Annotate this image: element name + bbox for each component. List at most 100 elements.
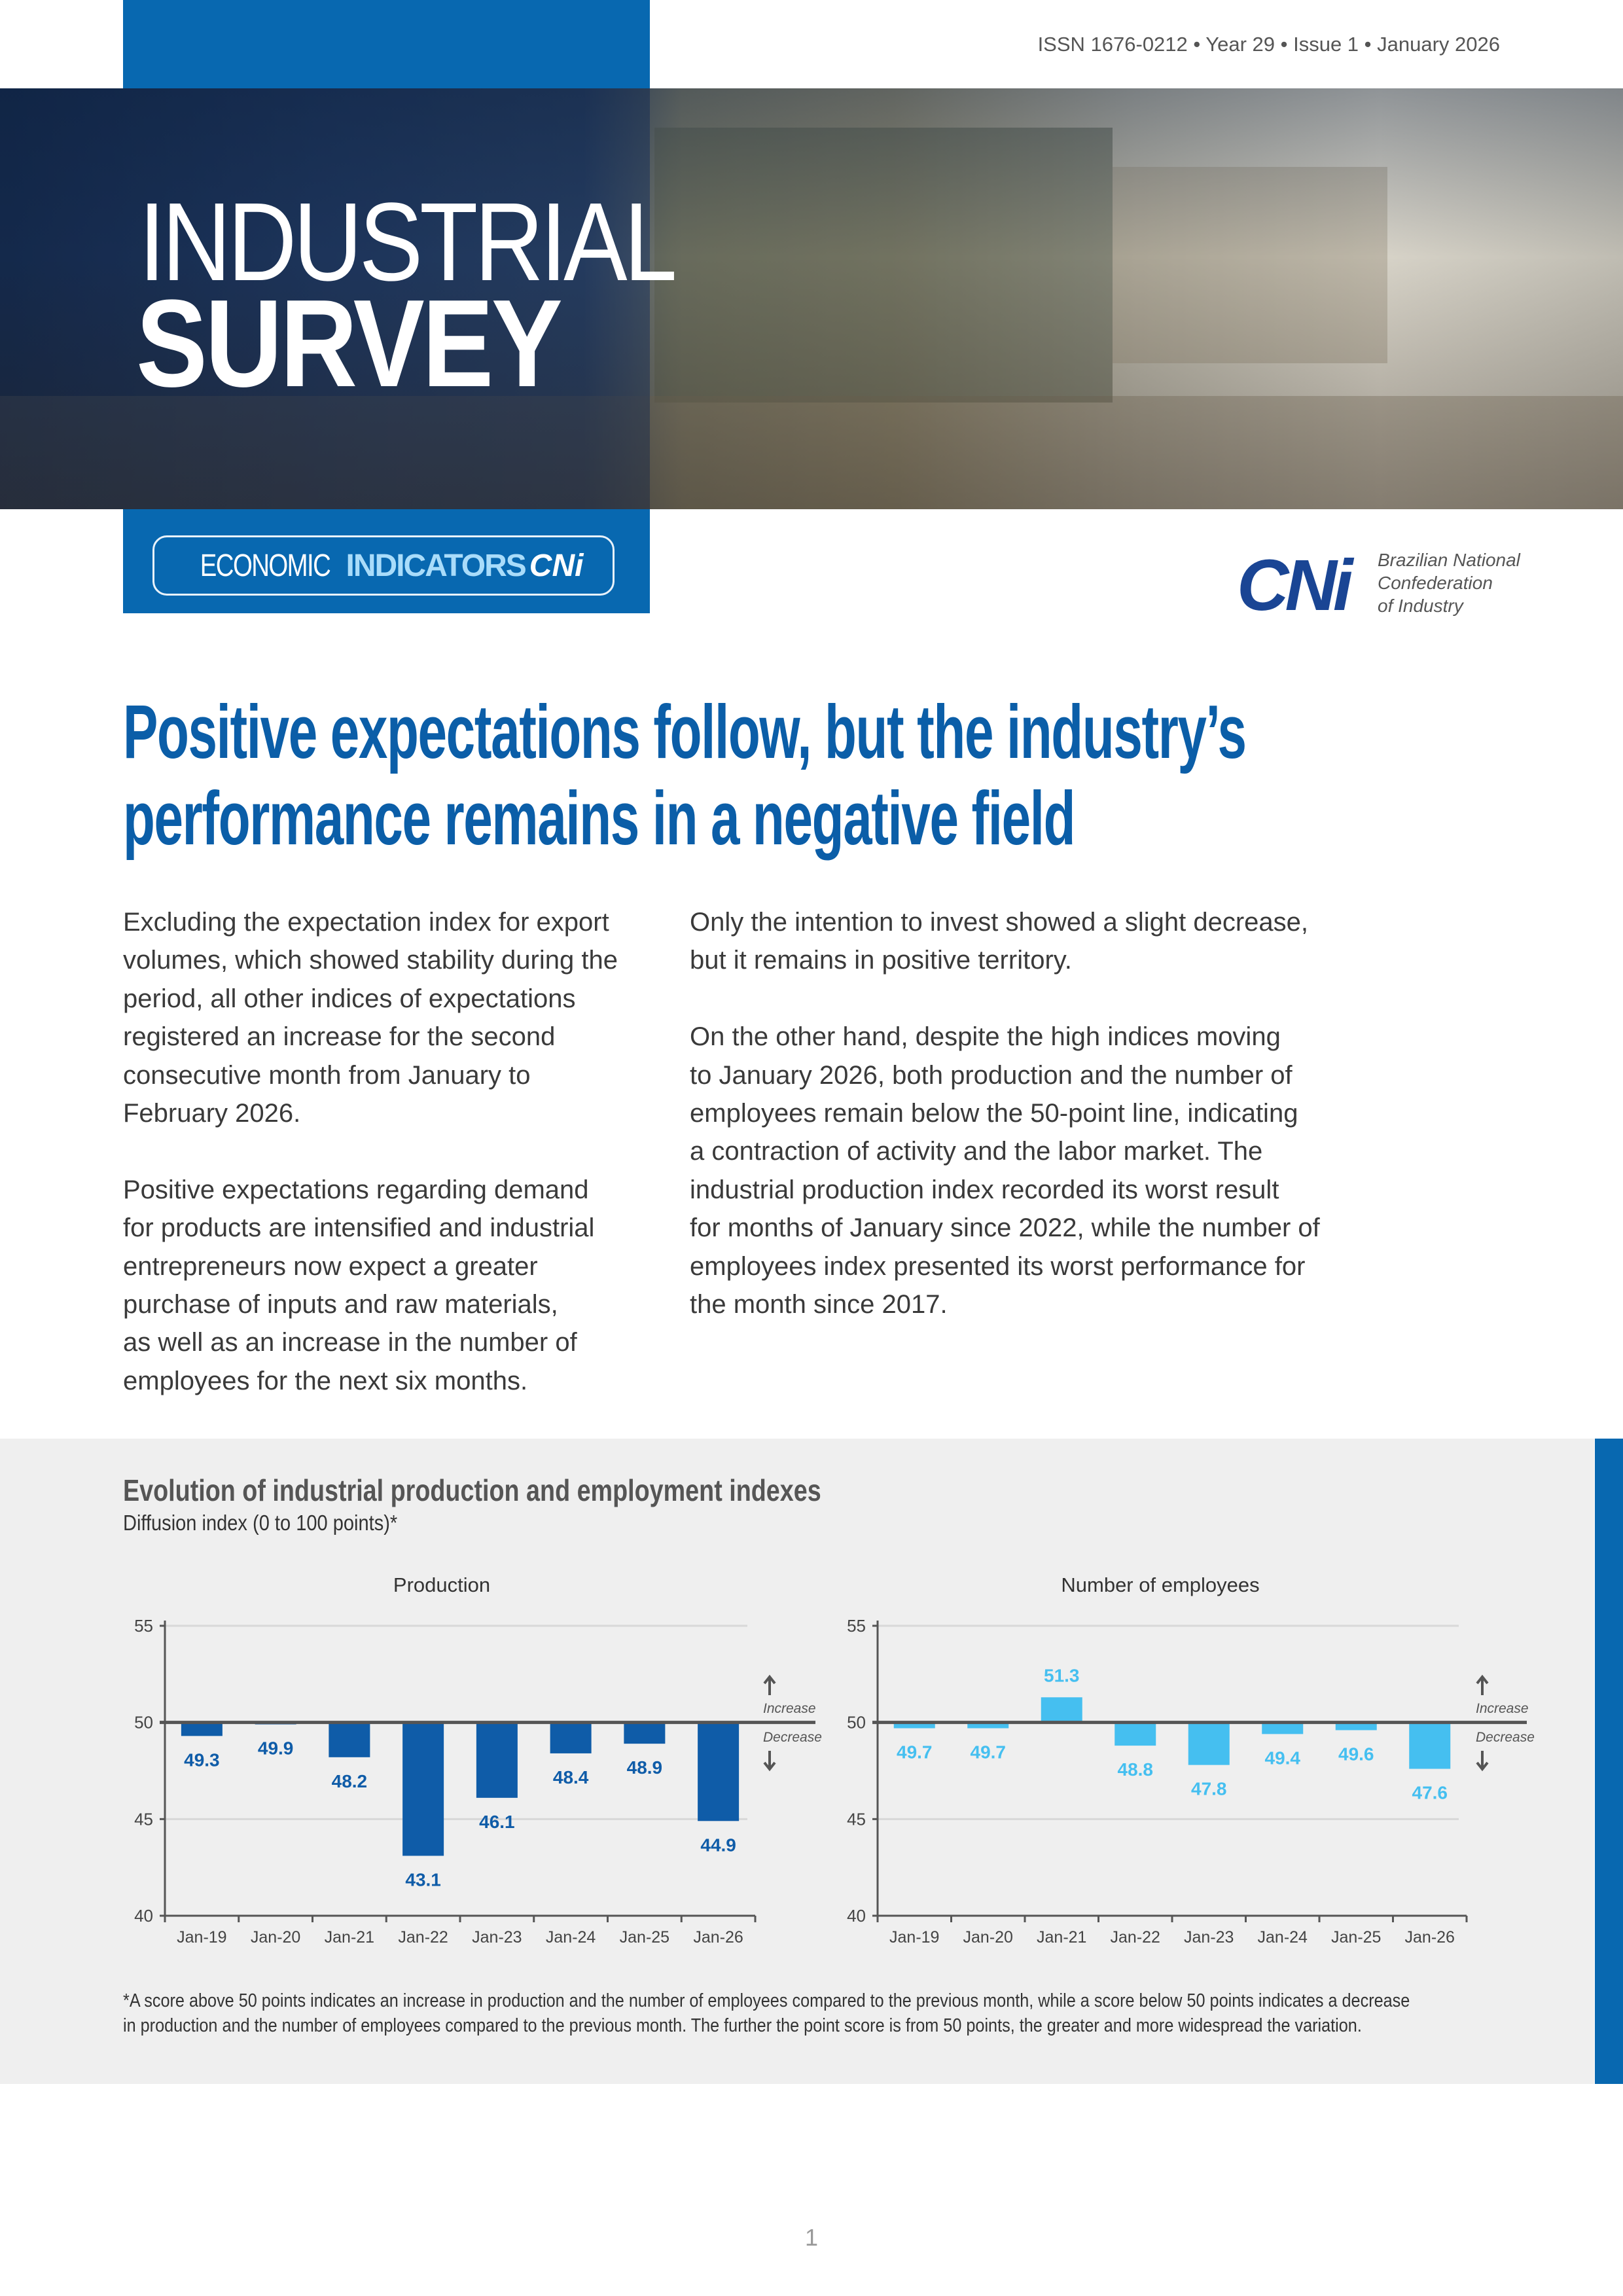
x-tick-label: Jan-19 xyxy=(177,1928,226,1946)
decrease-label: Decrease xyxy=(763,1730,822,1745)
bar xyxy=(893,1722,935,1729)
bar xyxy=(1335,1722,1377,1731)
chart-1: Number of employees 40 45 50 55 49.7 Jan-19 49.… xyxy=(847,1573,1535,1946)
x-tick-label: Jan-25 xyxy=(620,1928,669,1946)
body-column-right: Only the intention to invest showed a sl… xyxy=(690,903,1320,1323)
x-tick-label: Jan-25 xyxy=(1331,1928,1381,1946)
body-text-line: employees remain below the 50-point line… xyxy=(690,1099,1298,1128)
chart-title: Number of employees xyxy=(1061,1573,1259,1596)
data-label: 49.6 xyxy=(1338,1744,1374,1764)
y-tick-label: 55 xyxy=(134,1616,153,1636)
body-text-line: employees for the next six months. xyxy=(123,1366,528,1395)
y-tick-label: 50 xyxy=(134,1713,153,1732)
x-tick-label: Jan-26 xyxy=(1405,1928,1455,1946)
chart-title: Production xyxy=(393,1573,490,1596)
x-tick-label: Jan-24 xyxy=(1258,1928,1308,1946)
x-tick-label: Jan-23 xyxy=(1184,1928,1234,1946)
x-tick-label: Jan-21 xyxy=(325,1928,374,1946)
headline-line: performance remains in a negative field xyxy=(123,776,1076,861)
y-tick-label: 45 xyxy=(134,1809,153,1829)
series-part-economic: ECONOMIC xyxy=(200,548,330,583)
bar xyxy=(550,1722,592,1753)
data-label: 44.9 xyxy=(700,1835,736,1855)
body-text-line: but it remains in positive territory. xyxy=(690,946,1072,975)
page-number: 1 xyxy=(804,2224,819,2251)
increase-arrow-icon xyxy=(1476,1674,1489,1695)
bar xyxy=(1041,1697,1082,1723)
publication-title-line2: SURVEY xyxy=(136,274,563,413)
logo-text-line: Brazilian National xyxy=(1378,550,1520,570)
bar xyxy=(1262,1722,1304,1734)
series-part-indicators: INDICATORS xyxy=(346,548,527,583)
data-label: 49.4 xyxy=(1265,1748,1301,1768)
body-text-line: volumes, which showed stability during t… xyxy=(123,946,618,975)
data-label: 49.3 xyxy=(184,1749,220,1770)
body-text-line: entrepreneurs now expect a greater xyxy=(123,1251,538,1281)
body-column-left: Excluding the expectation index for expo… xyxy=(123,903,618,1400)
data-label: 47.6 xyxy=(1412,1783,1448,1803)
body-text-line: industrial production index recorded its… xyxy=(690,1175,1279,1204)
data-label: 48.8 xyxy=(1118,1759,1154,1780)
body-text-line: On the other hand, despite the high indi… xyxy=(690,1022,1281,1052)
bar xyxy=(698,1722,740,1821)
data-label: 46.1 xyxy=(479,1812,515,1832)
y-tick-label: 40 xyxy=(847,1906,866,1926)
data-label: 47.8 xyxy=(1191,1779,1227,1799)
bar xyxy=(1188,1722,1230,1765)
x-tick-label: Jan-19 xyxy=(889,1928,939,1946)
increase-arrow-icon xyxy=(763,1674,776,1695)
body-text-line: to January 2026, both production and the… xyxy=(690,1060,1293,1090)
footnote: *A score above 50 points indicates an in… xyxy=(123,1988,1602,2038)
chart-section-subtitle: Diffusion index (0 to 100 points)* xyxy=(123,1511,398,1535)
bar xyxy=(402,1722,444,1856)
bar xyxy=(1115,1722,1156,1746)
increase-label: Increase xyxy=(763,1701,816,1716)
footnote-line: in production and the number of employee… xyxy=(123,2015,1362,2036)
body-text-line: for months of January since 2022, while … xyxy=(690,1213,1320,1243)
logo-text-line: Confederation xyxy=(1378,573,1493,593)
body-text-line: a contraction of activity and the labor … xyxy=(690,1137,1263,1166)
x-tick-label: Jan-23 xyxy=(472,1928,522,1946)
decrease-arrow-icon xyxy=(763,1751,776,1772)
x-tick-label: Jan-26 xyxy=(693,1928,743,1946)
headline-line: Positive expectations follow, but the in… xyxy=(123,689,1247,774)
decrease-arrow-icon xyxy=(1476,1751,1489,1772)
body-text-line: Excluding the expectation index for expo… xyxy=(123,908,609,937)
chart-0: Production 40 45 50 55 49.3 Jan-19 49.9 Jan-20 48… xyxy=(134,1573,822,1946)
x-tick-label: Jan-22 xyxy=(398,1928,448,1946)
y-tick-label: 55 xyxy=(847,1616,866,1636)
publication-title-line1: INDUSTRIAL xyxy=(139,180,677,304)
bar xyxy=(1409,1722,1451,1769)
series-block xyxy=(123,509,650,613)
body-text-line: Only the intention to invest showed a sl… xyxy=(690,908,1308,937)
bar xyxy=(329,1722,370,1757)
cni-logo: CNi Brazilian National Confederation of … xyxy=(1237,548,1525,622)
data-label: 48.9 xyxy=(627,1757,663,1778)
issn-line: ISSN 1676-0212 • Year 29 • Issue 1 • Jan… xyxy=(1037,33,1500,56)
data-label: 51.3 xyxy=(1044,1665,1080,1685)
bar xyxy=(181,1722,223,1736)
body-text-line: purchase of inputs and raw materials, xyxy=(123,1290,558,1319)
series-part-cni: CNi xyxy=(529,548,584,583)
logo-text-line: of Industry xyxy=(1378,596,1463,616)
body-text-line: Positive expectations regarding demand xyxy=(123,1175,589,1204)
bar xyxy=(624,1722,666,1744)
data-label: 48.2 xyxy=(332,1771,368,1791)
body-text-line: February 2026. xyxy=(123,1099,301,1128)
chart-panel xyxy=(0,1439,1594,2084)
series-badge: ECONOMIC INDICATORS CNi xyxy=(152,535,615,596)
body-text-line: consecutive month from January to xyxy=(123,1060,531,1090)
y-tick-label: 45 xyxy=(847,1809,866,1829)
body-text-line: the month since 2017. xyxy=(690,1290,948,1319)
data-label: 48.4 xyxy=(553,1767,589,1787)
data-label: 49.7 xyxy=(897,1742,933,1763)
y-tick-label: 40 xyxy=(134,1906,153,1926)
body-text-line: registered an increase for the second xyxy=(123,1022,556,1052)
body-text-line: as well as an increase in the number of xyxy=(123,1328,577,1357)
x-tick-label: Jan-24 xyxy=(546,1928,596,1946)
data-label: 49.9 xyxy=(258,1738,294,1759)
footnote-line: *A score above 50 points indicates an in… xyxy=(123,1990,1410,2011)
factory-photo xyxy=(0,88,1623,509)
x-tick-label: Jan-22 xyxy=(1111,1928,1160,1946)
